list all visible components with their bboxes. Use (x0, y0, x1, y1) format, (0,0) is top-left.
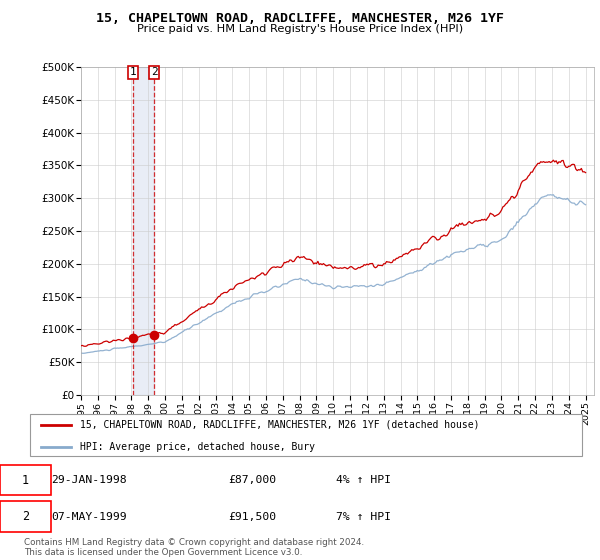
Text: 1: 1 (22, 474, 29, 487)
Text: 15, CHAPELTOWN ROAD, RADCLIFFE, MANCHESTER, M26 1YF (detached house): 15, CHAPELTOWN ROAD, RADCLIFFE, MANCHEST… (80, 420, 479, 430)
Text: £91,500: £91,500 (228, 512, 276, 521)
Bar (133, 67, 154, 395)
FancyBboxPatch shape (0, 465, 51, 496)
FancyBboxPatch shape (30, 414, 582, 456)
FancyBboxPatch shape (0, 501, 51, 532)
Text: HPI: Average price, detached house, Bury: HPI: Average price, detached house, Bury (80, 442, 314, 452)
Text: 2: 2 (22, 510, 29, 523)
Text: £87,000: £87,000 (228, 475, 276, 485)
Text: 1: 1 (130, 67, 136, 77)
Text: 29-JAN-1998: 29-JAN-1998 (51, 475, 127, 485)
Text: Price paid vs. HM Land Registry's House Price Index (HPI): Price paid vs. HM Land Registry's House … (137, 24, 463, 34)
Text: 4% ↑ HPI: 4% ↑ HPI (336, 475, 391, 485)
Text: Contains HM Land Registry data © Crown copyright and database right 2024.
This d: Contains HM Land Registry data © Crown c… (24, 538, 364, 557)
Text: 07-MAY-1999: 07-MAY-1999 (51, 512, 127, 521)
Text: 7% ↑ HPI: 7% ↑ HPI (336, 512, 391, 521)
Text: 15, CHAPELTOWN ROAD, RADCLIFFE, MANCHESTER, M26 1YF: 15, CHAPELTOWN ROAD, RADCLIFFE, MANCHEST… (96, 12, 504, 25)
Text: 2: 2 (151, 67, 158, 77)
